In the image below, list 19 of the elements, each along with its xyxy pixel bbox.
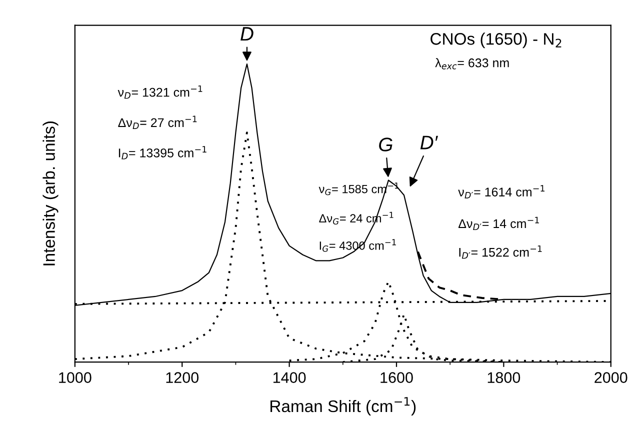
annotation: ν$_{D′}$= 1614 cm$^{−1}$ [458,185,544,198]
x-tick-label: 2000 [594,372,628,384]
x-tick-label: 1000 [59,372,92,384]
annotation: I$_{D}$= 13395 cm$^{−1}$ [118,146,206,160]
x-tick-label: 1800 [488,372,520,384]
annotation: G [379,138,392,152]
annotation: D′ [420,136,438,150]
x-axis-title: Raman Shift (cm$^{−1}$) [270,397,416,416]
text: CNOs (1650) - N$_{2}$ [430,32,562,48]
annotation: ν$_{D}$= 1321 cm$^{−1}$ [118,85,202,99]
x-tick-label: 1200 [166,372,199,384]
x-tick-label: 1400 [273,372,306,384]
annotation: Δν$_{D′}$= 14 cm$^{−1}$ [458,216,539,230]
annotation: D [240,27,254,41]
x-tick-label: 1600 [380,372,413,384]
annotation: λ$_{exc}$= 633 nm [435,58,509,70]
y-axis-title: Intensity (arb. units) [42,122,58,266]
annotation: I$_{D′}$= 1522 cm$^{−1}$ [459,245,542,259]
annotation: Δν$_{D}$= 27 cm$^{−1}$ [118,116,197,129]
